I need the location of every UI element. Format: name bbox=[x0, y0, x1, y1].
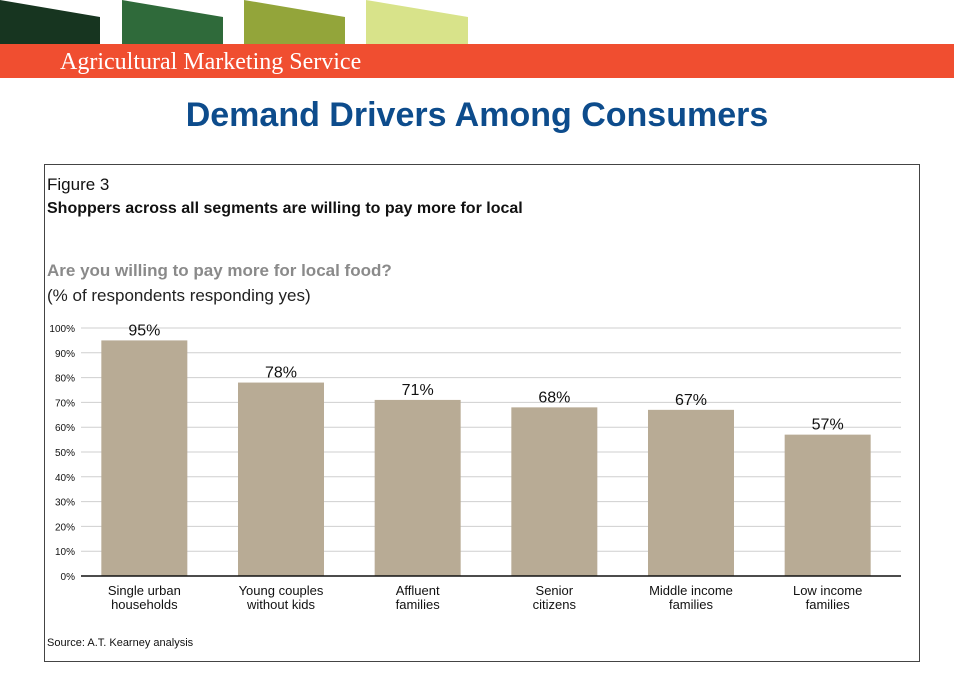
x-tick-label: Senior bbox=[536, 583, 574, 598]
bar bbox=[511, 407, 598, 576]
bar-chart: 0% 10% 20% 30% 40% 50% 60% 70% 80% 90% 100% 95% Sing… bbox=[49, 322, 901, 612]
header-tab-olive bbox=[244, 0, 345, 44]
x-tick-label: citizens bbox=[533, 597, 577, 612]
bar bbox=[101, 340, 188, 576]
y-tick-label: 0% bbox=[61, 572, 76, 583]
y-tick-label: 40% bbox=[55, 473, 75, 484]
y-tick-label: 70% bbox=[55, 398, 75, 409]
x-tick-label: households bbox=[111, 597, 178, 612]
x-tick-label: families bbox=[396, 597, 441, 612]
data-label: 71% bbox=[402, 382, 434, 399]
x-tick-label: Middle income bbox=[649, 583, 733, 598]
source-note: Source: A.T. Kearney analysis bbox=[47, 637, 194, 649]
y-tick-label: 10% bbox=[55, 547, 75, 558]
data-label: 78% bbox=[265, 365, 297, 382]
y-tick-label: 20% bbox=[55, 522, 75, 533]
figure-headline: Shoppers across all segments are willing… bbox=[47, 200, 523, 217]
y-tick-label: 100% bbox=[49, 324, 75, 335]
data-label: 57% bbox=[812, 417, 844, 434]
bar bbox=[784, 434, 871, 576]
x-tick-label: Affluent bbox=[396, 583, 440, 598]
bar bbox=[238, 382, 324, 576]
data-label: 95% bbox=[128, 322, 160, 339]
slide-title: Demand Drivers Among Consumers bbox=[185, 96, 769, 134]
y-tick-label: 60% bbox=[55, 423, 75, 434]
header-tab-green bbox=[122, 0, 223, 44]
header-tab-dark-green bbox=[0, 0, 100, 44]
chart-unit-note: (% of respondents responding yes) bbox=[47, 286, 311, 305]
agency-name: Agricultural Marketing Service bbox=[60, 49, 362, 75]
y-tick-label: 80% bbox=[55, 374, 75, 385]
data-label: 67% bbox=[675, 392, 707, 409]
x-tick-label: Single urban bbox=[108, 583, 181, 598]
y-tick-label: 50% bbox=[55, 448, 75, 459]
figure-label: Figure 3 bbox=[47, 175, 110, 194]
y-tick-label: 30% bbox=[55, 498, 75, 509]
x-tick-label: families bbox=[669, 597, 714, 612]
bar bbox=[648, 409, 734, 576]
x-tick-label: families bbox=[806, 597, 851, 612]
bar bbox=[374, 399, 461, 576]
x-tick-label: without kids bbox=[246, 597, 315, 612]
figure-panel: Figure 3 Shoppers across all segments ar… bbox=[44, 164, 920, 662]
agency-banner: Agricultural Marketing Service bbox=[0, 44, 954, 78]
x-tick-label: Young couples bbox=[239, 583, 324, 598]
data-label: 68% bbox=[538, 389, 570, 406]
header-tabs bbox=[0, 0, 468, 44]
header-tab-light-green bbox=[366, 0, 468, 44]
y-tick-label: 90% bbox=[55, 349, 75, 360]
x-tick-label: Low income bbox=[793, 583, 862, 598]
chart-question: Are you willing to pay more for local fo… bbox=[47, 261, 392, 280]
